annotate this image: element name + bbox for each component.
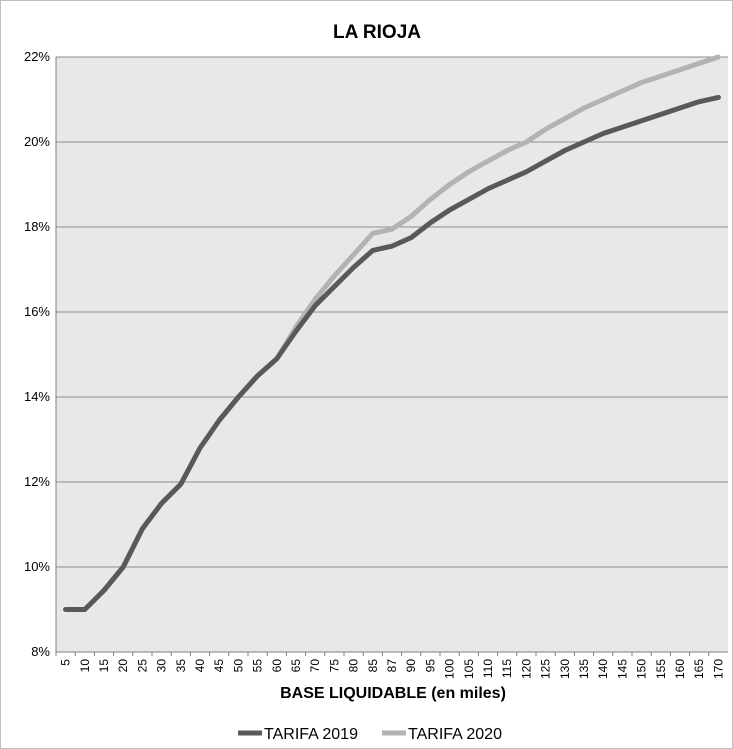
x-tick-label: 140 xyxy=(596,659,610,679)
x-tick-label: 115 xyxy=(500,659,514,678)
x-tick-label: 65 xyxy=(289,659,303,673)
y-tick-label: 14% xyxy=(24,389,50,404)
x-tick-label: 135 xyxy=(577,659,591,679)
x-tick-label: 120 xyxy=(519,659,533,679)
series-lines xyxy=(63,54,721,612)
series-line-tarifa-2019 xyxy=(63,94,721,612)
x-tick-label: 110 xyxy=(481,659,495,678)
x-tick-label: 75 xyxy=(327,659,341,673)
legend: TARIFA 2019 TARIFA 2020 xyxy=(238,726,502,743)
y-tick-label: 16% xyxy=(24,304,50,319)
x-tick-label: 100 xyxy=(443,659,457,679)
y-axis-ticks: 8% 10% 12% 14% 16% 18% 20% 22% xyxy=(24,49,50,659)
y-tick-label: 22% xyxy=(24,49,50,64)
x-axis-label: BASE LIQUIDABLE (en miles) xyxy=(280,685,506,702)
legend-label-tarifa-2019: TARIFA 2019 xyxy=(264,726,358,743)
x-tick-label: 5 xyxy=(59,659,73,666)
chart-title: LA RIOJA xyxy=(333,22,421,43)
x-tick-label: 30 xyxy=(155,659,169,673)
x-tick-label: 50 xyxy=(231,659,245,673)
x-tick-label: 15 xyxy=(97,659,111,673)
x-tick-label: 125 xyxy=(539,659,553,679)
x-tick-label: 160 xyxy=(673,659,687,679)
x-tick-label: 35 xyxy=(174,659,188,673)
x-tick-label: 170 xyxy=(711,659,725,679)
y-tick-label: 10% xyxy=(24,559,50,574)
x-tick-label: 95 xyxy=(423,659,437,673)
x-tick-label: 25 xyxy=(135,659,149,673)
x-tick-label: 87 xyxy=(385,659,399,673)
x-tick-label: 145 xyxy=(615,659,629,679)
legend-label-tarifa-2020: TARIFA 2020 xyxy=(408,726,502,743)
x-tick-label: 90 xyxy=(404,659,418,673)
x-tick-label: 55 xyxy=(251,659,265,673)
plot-area xyxy=(56,57,728,652)
x-tick-label: 45 xyxy=(212,659,226,673)
x-tick-label: 40 xyxy=(193,659,207,673)
x-axis-ticks: 5 10 15 20 25 30 35 40 45 50 55 60 65 70 75 80 85 87 90 95 1… xyxy=(55,652,725,679)
y-tick-label: 8% xyxy=(31,644,50,659)
y-tick-label: 12% xyxy=(24,474,50,489)
x-tick-label: 60 xyxy=(270,659,284,673)
x-tick-label: 85 xyxy=(366,659,380,673)
x-tick-label: 20 xyxy=(116,659,130,673)
x-tick-label: 70 xyxy=(308,659,322,673)
x-tick-label: 150 xyxy=(635,659,649,679)
x-tick-label: 130 xyxy=(558,659,572,679)
y-tick-label: 18% xyxy=(24,219,50,234)
x-tick-label: 80 xyxy=(347,659,361,673)
x-tick-label: 10 xyxy=(78,659,92,673)
x-tick-label: 155 xyxy=(654,659,668,679)
x-tick-label: 105 xyxy=(462,659,476,679)
x-tick-label: 165 xyxy=(692,659,706,679)
y-tick-label: 20% xyxy=(24,134,50,149)
